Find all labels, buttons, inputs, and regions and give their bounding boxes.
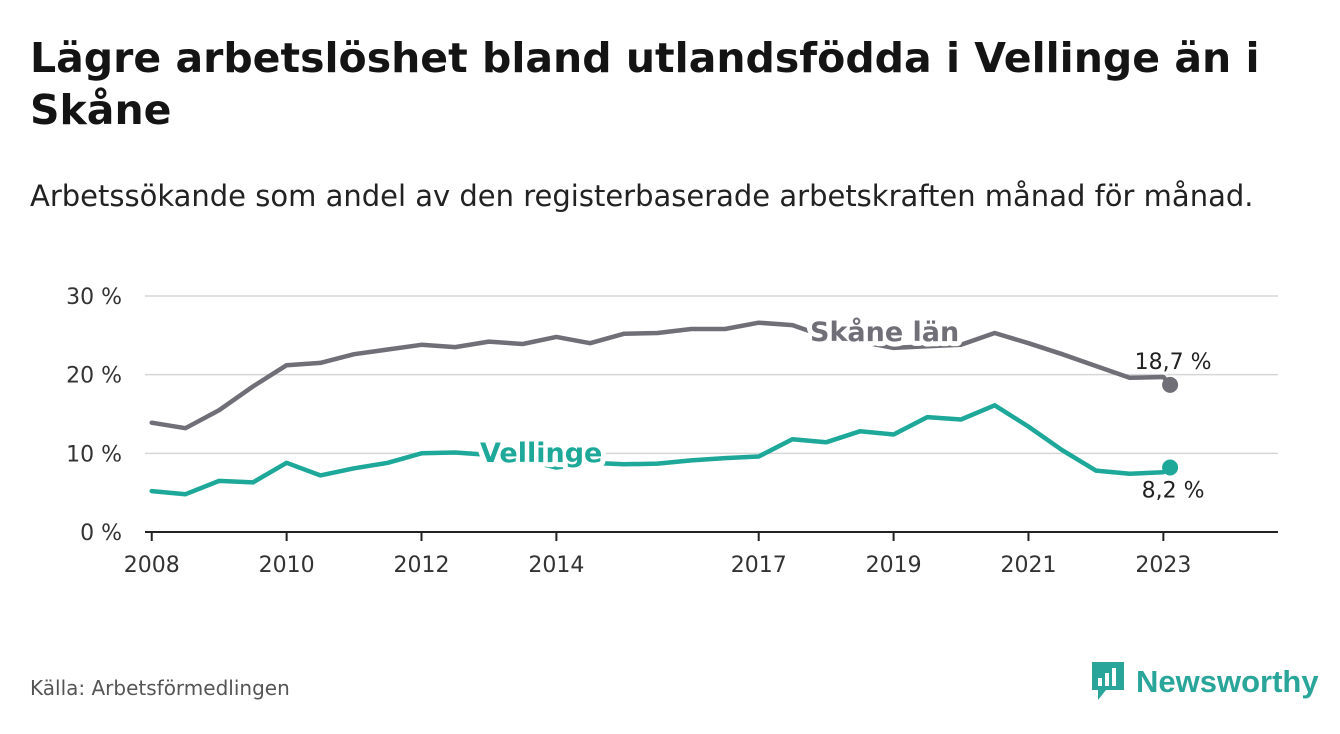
y-tick-label: 20 % — [66, 364, 122, 389]
chart-subtitle: Arbetssökande som andel av den registerb… — [30, 179, 1254, 213]
x-tick-label: 2008 — [124, 553, 180, 578]
y-tick-label: 30 % — [66, 285, 122, 310]
x-tick-label: 2014 — [528, 553, 584, 578]
end-value-label-skane-lan: 18,7 % — [1135, 350, 1212, 375]
series-line-skane-lan — [149, 320, 1173, 431]
y-tick-label: 10 % — [66, 442, 122, 467]
end-point-vellinge — [1162, 459, 1179, 476]
series-label-skane-lan: Skåne län — [810, 316, 959, 348]
series-label-vellinge: Vellinge — [480, 438, 602, 469]
brand-name: Newsworthy — [1136, 664, 1319, 699]
x-tick-label: 2017 — [731, 553, 787, 578]
series-line-vellinge — [149, 403, 1173, 497]
y-tick-label: 0 % — [80, 521, 122, 546]
x-tick-label: 2021 — [1000, 553, 1056, 578]
x-tick-label: 2023 — [1135, 553, 1191, 578]
chart-title: Lägre arbetslöshet bland utlandsfödda i … — [30, 34, 1260, 134]
source-note: Källa: Arbetsförmedlingen — [30, 676, 290, 700]
brand-logo[interactable]: Newsworthy — [1090, 660, 1319, 704]
end-value-label-vellinge: 8,2 % — [1142, 478, 1205, 503]
x-tick-label: 2019 — [866, 553, 922, 578]
x-tick-label: 2010 — [259, 553, 315, 578]
end-point-skane-lan — [1162, 376, 1179, 393]
x-tick-label: 2012 — [394, 553, 450, 578]
bar-chart-icon — [1092, 662, 1124, 700]
